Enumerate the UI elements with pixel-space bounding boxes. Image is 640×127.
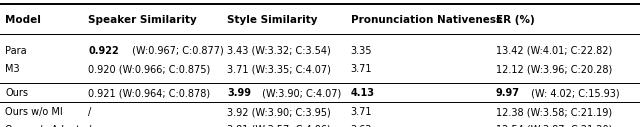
Text: Ours: Ours	[5, 88, 28, 98]
Text: 4.13: 4.13	[351, 88, 375, 98]
Text: 12.54 (W:3.87; C:21.20): 12.54 (W:3.87; C:21.20)	[496, 125, 612, 127]
Text: Ours w/o MI: Ours w/o MI	[5, 107, 63, 117]
Text: 3.35: 3.35	[351, 46, 372, 56]
Text: Ours w/o Adaptor: Ours w/o Adaptor	[5, 125, 90, 127]
Text: 3.43 (W:3.32; C:3.54): 3.43 (W:3.32; C:3.54)	[227, 46, 331, 56]
Text: 3.92 (W:3.90; C:3.95): 3.92 (W:3.90; C:3.95)	[227, 107, 331, 117]
Text: (W: 4.02; C:15.93): (W: 4.02; C:15.93)	[528, 88, 620, 98]
Text: 3.63: 3.63	[351, 125, 372, 127]
Text: Speaker Similarity: Speaker Similarity	[88, 15, 197, 25]
Text: 0.922: 0.922	[88, 46, 119, 56]
Text: 3.71 (W:3.35; C:4.07): 3.71 (W:3.35; C:4.07)	[227, 64, 331, 74]
Text: ER (%): ER (%)	[496, 15, 535, 25]
Text: 3.99: 3.99	[227, 88, 251, 98]
Text: 3.71: 3.71	[351, 107, 372, 117]
Text: 13.42 (W:4.01; C:22.82): 13.42 (W:4.01; C:22.82)	[496, 46, 612, 56]
Text: (W:0.967; C:0.877): (W:0.967; C:0.877)	[129, 46, 224, 56]
Text: Para: Para	[5, 46, 27, 56]
Text: Pronunciation Nativeness: Pronunciation Nativeness	[351, 15, 502, 25]
Text: 12.12 (W:3.96; C:20.28): 12.12 (W:3.96; C:20.28)	[496, 64, 612, 74]
Text: 3.81 (W:3.57; C:4.06): 3.81 (W:3.57; C:4.06)	[227, 125, 331, 127]
Text: Model: Model	[5, 15, 41, 25]
Text: 0.920 (W:0.966; C:0.875): 0.920 (W:0.966; C:0.875)	[88, 64, 211, 74]
Text: Style Similarity: Style Similarity	[227, 15, 317, 25]
Text: /: /	[88, 125, 92, 127]
Text: M3: M3	[5, 64, 20, 74]
Text: (W:3.90; C:4.07): (W:3.90; C:4.07)	[259, 88, 342, 98]
Text: 12.38 (W:3.58; C:21.19): 12.38 (W:3.58; C:21.19)	[496, 107, 612, 117]
Text: 9.97: 9.97	[496, 88, 520, 98]
Text: 3.71: 3.71	[351, 64, 372, 74]
Text: /: /	[88, 107, 92, 117]
Text: 0.921 (W:0.964; C:0.878): 0.921 (W:0.964; C:0.878)	[88, 88, 211, 98]
